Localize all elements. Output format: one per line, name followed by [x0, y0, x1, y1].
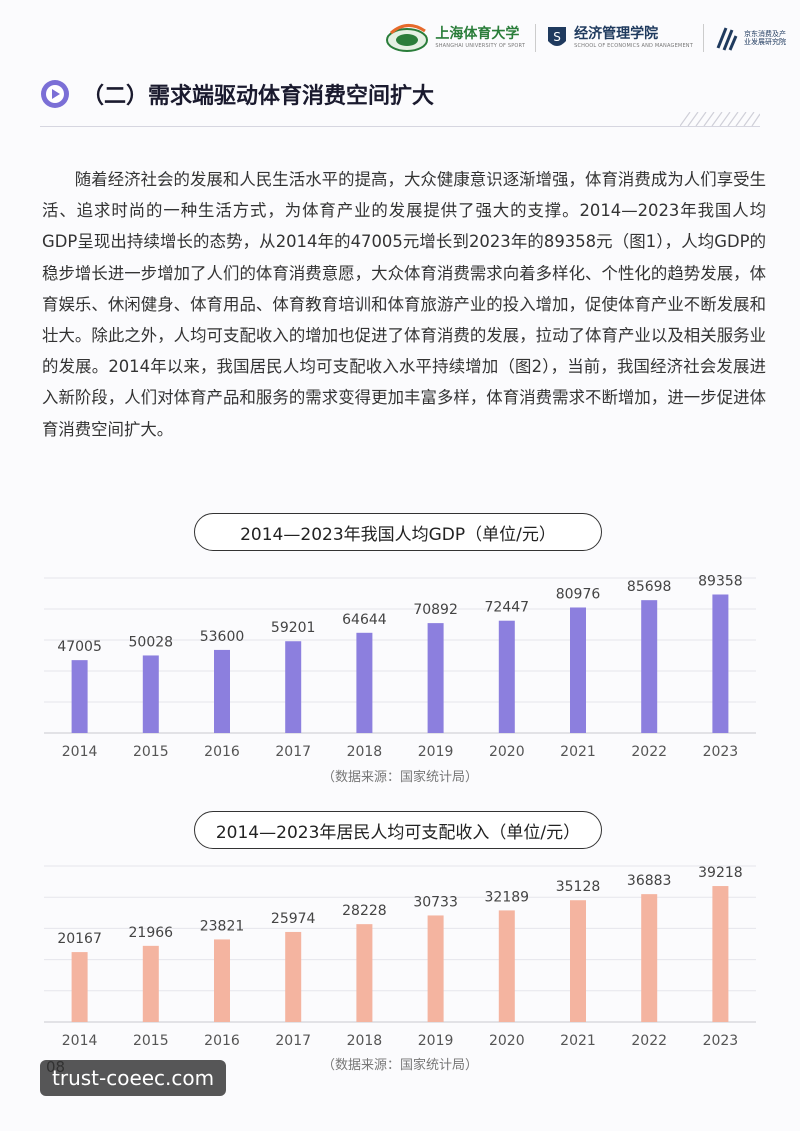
chart2-title: 2014—2023年居民人均可支配收入（单位/元）: [194, 811, 602, 849]
svg-text:S: S: [553, 30, 561, 44]
chart-1: 47005 2014 50028 2015 53600 2016 59201 2017 6464…: [44, 573, 756, 760]
tick-label: 2015: [133, 744, 169, 760]
header-logos: 上海体育大学 SHANGHAI UNIVERSITY OF SPORT S 经济…: [385, 18, 786, 58]
bar: [570, 900, 586, 1022]
bar: [712, 594, 729, 733]
bar: [285, 931, 302, 1022]
data-label: 53600: [200, 629, 245, 645]
data-label: 28228: [342, 903, 387, 919]
bar: [214, 939, 230, 1022]
tick-label: 2021: [560, 744, 596, 760]
bar: [498, 910, 515, 1022]
logo1-title: 上海体育大学: [435, 26, 520, 43]
section-heading: （二）需求端驱动体育消费空间扩大: [40, 78, 434, 110]
body-paragraph: 随着经济社会的发展和人民生活水平的提高，大众健康意识逐渐增强，体育消费成为人们享…: [42, 170, 766, 439]
tick-label: 2014: [62, 1033, 98, 1049]
logo-economics-school: S 经济管理学院 SCHOOL OF ECONOMICS AND MANAGEM…: [546, 25, 693, 51]
data-label: 36883: [627, 873, 672, 889]
tick-label: 2015: [133, 1033, 169, 1049]
chart1-source: （数据来源：国家统计局）: [321, 770, 478, 785]
logo-shanghai-sport: 上海体育大学 SHANGHAI UNIVERSITY OF SPORT: [385, 23, 525, 53]
data-label: 85698: [627, 579, 672, 595]
bar: [71, 952, 88, 1022]
bar: [142, 655, 159, 733]
tick-label: 2017: [275, 744, 311, 760]
data-label: 23821: [200, 918, 245, 934]
data-label: 64644: [342, 612, 387, 628]
logo-jd-institute: 京东消费及产业发展研究院: [714, 24, 786, 52]
bar: [641, 894, 658, 1022]
tick-label: 2014: [62, 744, 98, 760]
tick-label: 2020: [489, 1033, 525, 1049]
logo2-title: 经济管理学院: [574, 26, 659, 43]
logo3-title: 京东消费及产业发展研究院: [744, 29, 786, 46]
logo-divider: [535, 24, 537, 52]
tick-label: 2018: [347, 744, 383, 760]
tick-label: 2019: [418, 1033, 454, 1049]
bar: [71, 660, 88, 733]
university-emblem-icon: [386, 24, 429, 52]
data-label: 59201: [271, 620, 316, 636]
tick-label: 2018: [347, 1033, 383, 1049]
data-label: 72447: [485, 600, 530, 616]
section-title: （二）需求端驱动体育消费空间扩大: [82, 84, 435, 109]
school-shield-icon: S: [548, 27, 567, 46]
data-label: 89358: [698, 573, 743, 589]
data-label: 47005: [57, 639, 102, 655]
bar: [498, 620, 515, 733]
tick-label: 2019: [418, 744, 454, 760]
tick-label: 2022: [631, 744, 667, 760]
data-label: 80976: [556, 586, 601, 602]
heading-underline: [40, 126, 760, 127]
data-label: 20167: [57, 931, 102, 947]
logo2-sub: SCHOOL OF ECONOMICS AND MANAGEMENT: [574, 42, 693, 49]
data-label: 21966: [129, 925, 174, 941]
bar: [142, 945, 159, 1022]
tick-label: 2022: [631, 1033, 667, 1049]
data-label: 30733: [413, 894, 458, 910]
chart1-title: 2014—2023年我国人均GDP（单位/元）: [194, 513, 602, 551]
tick-label: 2020: [489, 744, 525, 760]
data-label: 25974: [271, 911, 316, 927]
play-circle-icon: [41, 80, 69, 108]
chart-2: 20167 2014 21966 2015 23821 2016 25974 2017 2822…: [44, 865, 756, 1049]
bar: [214, 649, 230, 733]
bar: [427, 623, 444, 733]
data-label: 39218: [698, 865, 743, 881]
logo1-sub: SHANGHAI UNIVERSITY OF SPORT: [435, 42, 526, 49]
bar: [712, 886, 729, 1022]
bar: [427, 915, 444, 1022]
decorative-hatch: [680, 112, 760, 126]
data-label: 32189: [485, 889, 530, 905]
tick-label: 2017: [275, 1033, 311, 1049]
chart2-source: （数据来源：国家统计局）: [321, 1058, 478, 1073]
bar: [641, 600, 658, 733]
tick-label: 2023: [703, 744, 739, 760]
institute-mark-icon: [716, 27, 738, 51]
bar: [285, 641, 302, 733]
data-label: 70892: [413, 602, 458, 618]
data-label: 35128: [556, 879, 601, 895]
bar: [570, 607, 586, 733]
bar: [356, 632, 373, 733]
data-label: 50028: [129, 634, 174, 650]
tick-label: 2021: [560, 1033, 596, 1049]
tick-label: 2016: [204, 744, 240, 760]
bar: [356, 924, 373, 1022]
tick-label: 2016: [204, 1033, 240, 1049]
tick-label: 2023: [703, 1033, 739, 1049]
logo-divider: [703, 24, 704, 52]
watermark: trust-coeec.com: [40, 1060, 227, 1096]
